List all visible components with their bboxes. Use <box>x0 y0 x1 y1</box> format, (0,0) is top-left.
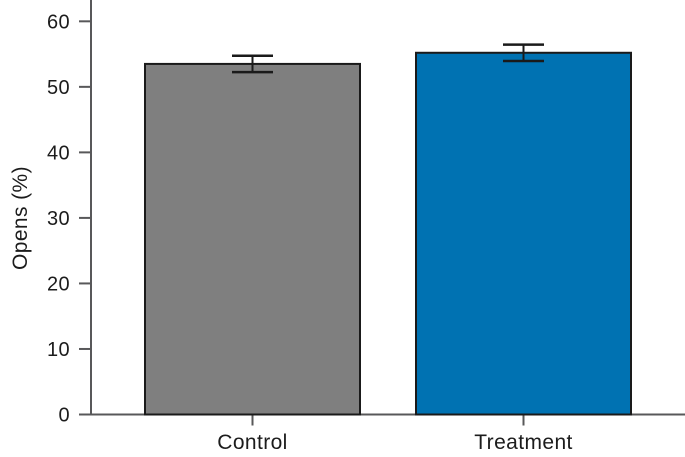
x-tick-label-control: Control <box>217 431 288 454</box>
y-tick-label: 10 <box>47 339 70 361</box>
y-tick-label: 0 <box>58 405 70 427</box>
bar-treatment <box>415 51 632 416</box>
y-tick-label: 20 <box>47 273 70 295</box>
y-tick-label: 50 <box>47 77 70 99</box>
y-tick-label: 40 <box>47 142 70 164</box>
x-tick-label-treatment: Treatment <box>474 431 573 454</box>
y-tick-label: 60 <box>47 11 70 33</box>
y-axis-label: Opens (%) <box>9 166 32 270</box>
y-tick-label: 30 <box>47 208 70 230</box>
bar-control <box>144 62 361 416</box>
